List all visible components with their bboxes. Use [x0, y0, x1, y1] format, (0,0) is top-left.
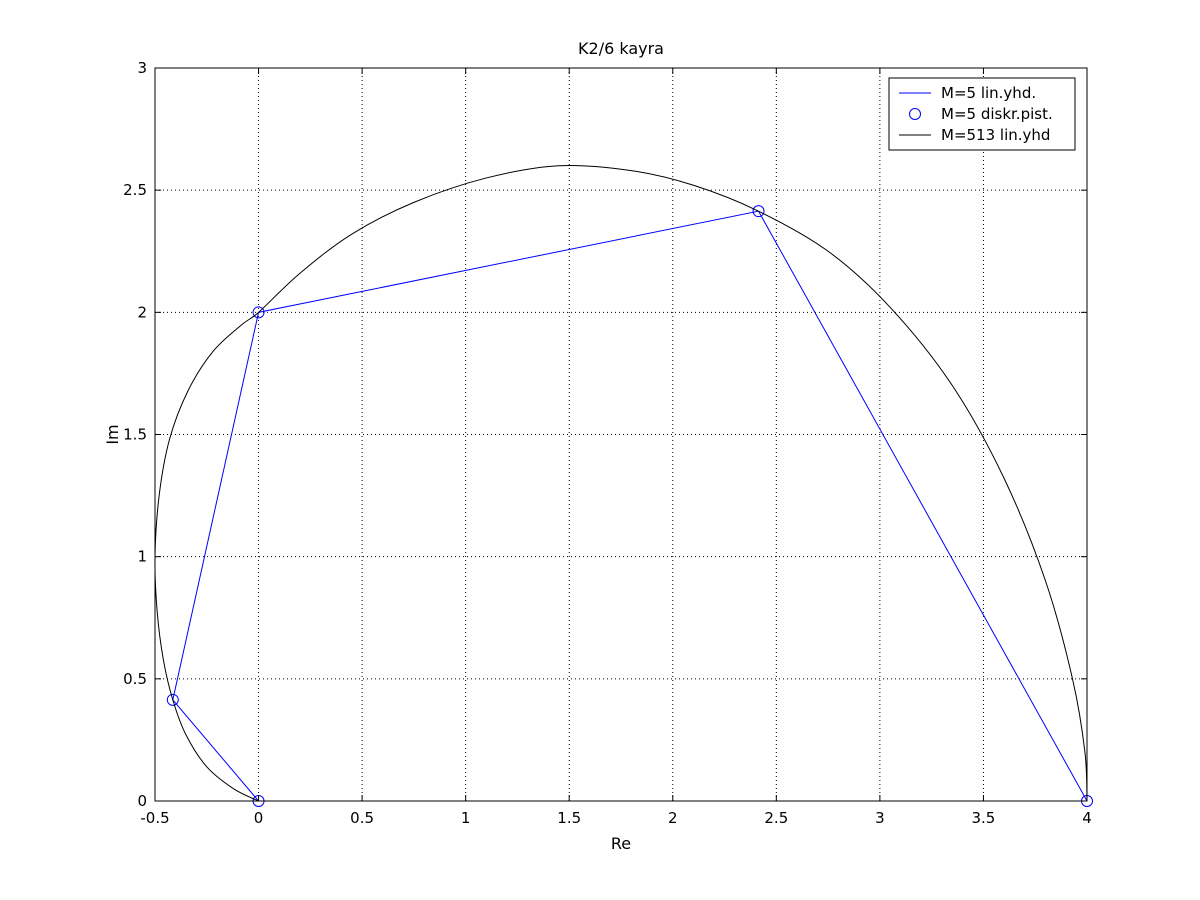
x-axis-title: Re — [611, 834, 631, 853]
chart-title: K2/6 kayra — [578, 39, 664, 58]
y-tick-label: 2 — [137, 303, 147, 321]
ticks: -0.5 0 0.5 1 1.5 2 2.5 3 3.5 400.511.522.53 — [123, 59, 1092, 827]
x-tick-label: 3 — [875, 809, 885, 827]
legend-marker-sample — [909, 108, 921, 120]
x-tick-label: 4 — [1082, 809, 1092, 827]
y-tick-label: 0.5 — [123, 670, 147, 688]
x-tick-label: -0.5 — [140, 809, 169, 827]
legend-label: M=5 diskr.pist. — [941, 105, 1053, 123]
y-tick-label: 2.5 — [123, 181, 147, 199]
x-tick-label: 2.5 — [764, 809, 788, 827]
data-point-marker — [752, 205, 765, 218]
x-tick-label: 1.5 — [557, 809, 581, 827]
data-point-marker — [252, 306, 265, 319]
x-tick-label: 3.5 — [972, 809, 996, 827]
x-tick-label: 1 — [461, 809, 471, 827]
y-tick-label: 1 — [137, 548, 147, 566]
y-tick-label: 1.5 — [123, 426, 147, 444]
x-tick-label: 0 — [254, 809, 264, 827]
y-tick-label: 0 — [137, 792, 147, 810]
grid — [155, 68, 1087, 801]
y-tick-label: 3 — [137, 59, 147, 77]
x-tick-label: 2 — [668, 809, 678, 827]
y-axis-title: Im — [103, 424, 122, 444]
legend: M=5 lin.yhd. M=5 diskr.pist. M=513 lin.yhd — [888, 77, 1076, 151]
data-point-marker — [166, 693, 179, 706]
x-tick-label: 0.5 — [350, 809, 374, 827]
legend-label: M=513 lin.yhd — [941, 126, 1050, 144]
series-line-m513 — [154, 164, 1088, 802]
legend-label: M=5 lin.yhd. — [941, 84, 1036, 102]
